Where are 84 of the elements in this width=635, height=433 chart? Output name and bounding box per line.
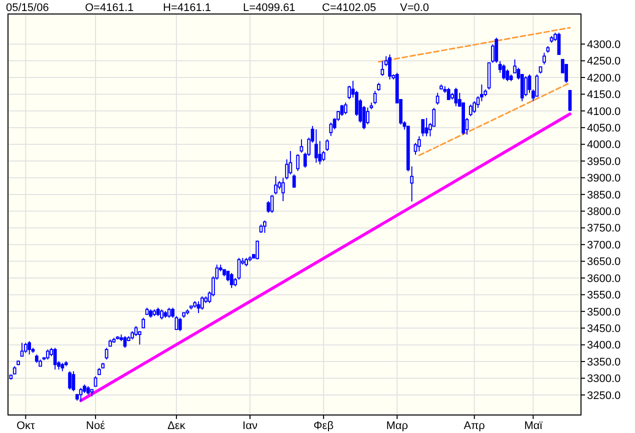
candlestick: [380, 60, 384, 76]
candlestick: [524, 76, 528, 97]
candlestick: [68, 370, 72, 390]
candlestick: [502, 64, 506, 80]
candlestick: [421, 119, 425, 137]
candlestick: [373, 90, 377, 105]
y-tick-label: 4100.0: [587, 106, 621, 118]
candlestick: [417, 136, 421, 152]
text: C=4102.05: [322, 2, 376, 14]
y-tick-label: 3650.0: [587, 256, 621, 268]
candlestick: [28, 340, 32, 356]
candlestick: [557, 32, 561, 55]
candlestick: [348, 85, 351, 100]
candlestick: [230, 272, 234, 289]
y-tick-label: 3800.0: [587, 206, 621, 218]
candlestick: [388, 54, 392, 80]
candlestick: [20, 342, 24, 357]
candlestick: [296, 154, 300, 172]
x-tick-label: Φεβ: [314, 420, 334, 432]
y-tick-label: 4200.0: [587, 72, 621, 84]
y-tick-label: 3700.0: [587, 239, 621, 252]
y-tick-label: 3300.0: [587, 373, 621, 386]
candlestick: [424, 117, 428, 137]
candlestick: [94, 376, 98, 387]
x-tick-label: Δεκ: [168, 420, 186, 432]
candlestick: [326, 138, 329, 152]
candlestick: [196, 300, 200, 314]
x-tick-label: Ιαν: [242, 420, 258, 432]
y-tick-label: 3950.0: [587, 156, 621, 168]
candlestick: [542, 52, 546, 65]
y-tick-label: 3450.0: [587, 322, 621, 335]
candlestick: [263, 220, 266, 234]
candlestick: [104, 347, 108, 360]
candlestick: [454, 87, 458, 107]
candlestick: [344, 102, 348, 115]
candlestick: [142, 317, 146, 328]
y-tick-label: 4250.0: [587, 56, 621, 68]
y-tick-label: 3350.0: [587, 356, 621, 368]
candlestick: [436, 92, 440, 106]
text: O=4161.1: [85, 2, 134, 14]
text: 05/15/06: [6, 2, 49, 14]
candlestick: [468, 104, 472, 117]
y-tick-label: 3750.0: [587, 222, 621, 235]
candlestick: [535, 74, 539, 97]
y-tick-label: 4050.0: [587, 122, 621, 134]
candlestick: [340, 104, 344, 116]
x-tick-label: Νοέ: [86, 420, 106, 432]
candlestick: [53, 347, 57, 370]
candlestick: [329, 122, 333, 136]
candlestick: [178, 317, 182, 332]
text: V=0.0: [400, 2, 430, 14]
x-tick-label: Απρ: [464, 420, 485, 432]
y-tick-label: 4150.0: [587, 89, 621, 102]
candlestick: [292, 174, 296, 188]
y-tick-label: 3850.0: [587, 189, 621, 202]
candlestick: [446, 87, 450, 100]
candlestick: [366, 107, 370, 125]
y-tick-label: 3550.0: [587, 290, 621, 302]
candlestick: [138, 330, 142, 345]
candlestick: [256, 240, 260, 260]
candlestick: [270, 194, 274, 214]
y-tick-label: 4000.0: [587, 139, 621, 152]
text: H=4161.1: [163, 2, 212, 14]
candlestick: [300, 138, 304, 154]
candlestick: [79, 387, 83, 402]
x-tick-label: Οκτ: [16, 420, 36, 432]
y-tick-label: 4300.0: [587, 38, 621, 51]
y-tick-label: 3600.0: [587, 272, 621, 285]
candlestick: [160, 308, 164, 320]
candlestick: [506, 68, 510, 82]
candlestick: [200, 296, 204, 310]
candlestick: [167, 307, 171, 318]
y-tick-label: 3400.0: [587, 340, 621, 352]
candlestick: [24, 342, 28, 354]
candlestick: [46, 349, 50, 360]
text: L=4099.61: [243, 2, 296, 14]
y-tick-label: 3250.0: [587, 390, 621, 402]
x-tick-label: Μαϊ: [524, 420, 543, 432]
candlestick: [274, 176, 278, 195]
x-tick-label: Μαρ: [386, 420, 408, 432]
y-tick-label: 3500.0: [587, 306, 621, 318]
candlestick: [314, 128, 318, 164]
y-tick-label: 3900.0: [587, 172, 621, 185]
candlestick: [72, 370, 76, 392]
